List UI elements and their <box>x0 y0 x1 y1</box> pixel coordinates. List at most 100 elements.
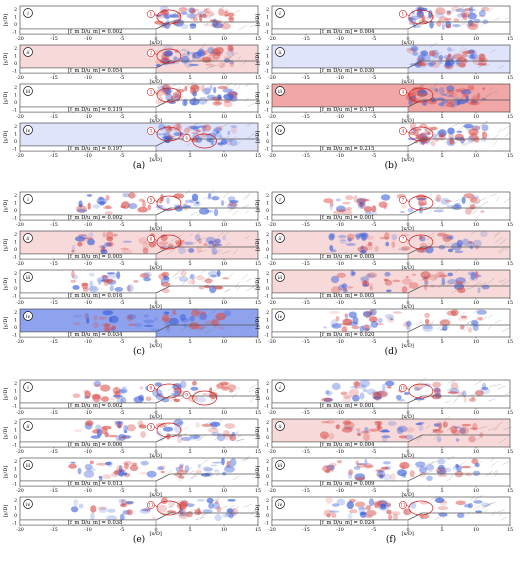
flow-structure <box>184 241 194 246</box>
flow-structure <box>176 122 181 130</box>
flow-structure <box>164 50 173 57</box>
x-tick-label: 0 <box>154 339 157 345</box>
flow-structure <box>422 98 428 106</box>
annotation-ring <box>156 383 182 399</box>
flow-structure <box>354 476 366 481</box>
flow-structure <box>167 127 173 131</box>
annotation-ring <box>408 383 434 399</box>
frequency-label: [f_m D/u_m] = 0.054 <box>68 68 123 74</box>
flow-structure <box>184 85 188 92</box>
flow-structure <box>127 313 137 320</box>
flow-streak <box>429 460 437 465</box>
flow-structure <box>121 434 132 439</box>
flow-structure <box>469 397 476 402</box>
x-axis-label: [x/D] <box>149 531 161 537</box>
x-tick-label: 10 <box>221 153 227 159</box>
flow-structure <box>388 514 393 520</box>
flow-structure <box>183 323 187 328</box>
y-tick-label: 2 <box>266 124 269 130</box>
flow-streak <box>463 325 469 332</box>
flow-structure <box>481 502 491 507</box>
flow-structure <box>469 427 479 430</box>
flow-structure <box>376 500 388 506</box>
x-tick-label: -5 <box>372 261 377 267</box>
x-tick-label: -5 <box>120 410 125 416</box>
row-roman-label: iii <box>278 463 283 469</box>
flow-structure <box>71 249 75 253</box>
flow-streak <box>464 142 471 146</box>
flow-structure <box>121 249 133 255</box>
x-tick-label: 10 <box>473 261 479 267</box>
row-badge <box>23 460 33 470</box>
flow-streak <box>250 311 255 315</box>
flow-streak <box>466 511 471 516</box>
x-axis-label: [x/D] <box>401 343 413 349</box>
flow-structure <box>446 204 453 208</box>
flow-streak <box>233 209 240 216</box>
flow-structure <box>423 54 431 62</box>
flow-structure <box>193 434 203 442</box>
flow-streak <box>245 195 250 200</box>
flow-structure <box>180 24 189 30</box>
y-tick-label: 1 <box>266 132 269 138</box>
x-tick-label: 5 <box>188 114 191 120</box>
flow-structure <box>444 199 453 203</box>
flow-streak <box>226 92 235 97</box>
annotation-ring <box>156 195 182 211</box>
flow-structure <box>227 130 231 136</box>
annotation-marker <box>146 127 155 135</box>
panel-d: i[f_m D/u_m] = 0.001[y/D]210-1-20 -15 -10-… <box>255 191 513 357</box>
x-tick-label: -10 <box>84 339 92 345</box>
flow-structure <box>78 503 84 509</box>
flow-streak <box>211 387 219 394</box>
x-axis-label: [x/D] <box>401 531 413 537</box>
flow-structure <box>209 285 217 294</box>
x-axis-label: [x/D] <box>401 79 413 85</box>
x-tick-label: 5 <box>440 488 443 494</box>
flow-structure <box>227 12 235 18</box>
flow-structure <box>184 465 190 473</box>
flow-streak <box>235 281 240 288</box>
flow-streak <box>195 517 205 521</box>
x-tick-label: 5 <box>188 488 191 494</box>
flow-structure <box>384 380 395 387</box>
flow-streak <box>504 131 511 138</box>
flow-streak <box>485 63 490 67</box>
flow-structure <box>190 85 200 93</box>
flow-structure <box>155 204 163 209</box>
y-tick-label: 0 <box>266 208 269 214</box>
flow-structure <box>382 437 388 443</box>
flow-structure <box>103 206 113 210</box>
y-tick-label: 1 <box>14 132 17 138</box>
flow-streak <box>454 199 460 202</box>
flow-structure <box>133 280 139 283</box>
flow-structure <box>471 396 475 400</box>
x-tick-label: -15 <box>50 114 58 120</box>
flow-structure <box>213 127 222 133</box>
flow-streak <box>222 82 232 89</box>
y-tick-label: 1 <box>14 467 17 473</box>
flow-structure <box>183 98 188 106</box>
flow-streak <box>444 241 448 247</box>
flow-streak <box>174 422 184 425</box>
flow-streak <box>504 391 512 396</box>
flow-streak <box>246 122 254 127</box>
flow-streak <box>213 498 219 505</box>
x-tick-label: 15 <box>255 36 261 42</box>
x-tick-label: -20 <box>268 449 276 455</box>
flow-structure <box>199 312 208 321</box>
flow-structure <box>335 198 341 202</box>
frequency-label: [f_m D/u_m] = 0.034 <box>68 332 123 338</box>
flow-structure <box>223 430 230 436</box>
x-tick-label: -5 <box>120 153 125 159</box>
flow-streak <box>163 469 173 477</box>
flow-streak <box>243 204 249 208</box>
flow-structure <box>414 387 421 391</box>
y-axis-label: [y/D] <box>255 200 261 212</box>
flow-structure <box>455 500 466 506</box>
x-tick-label: 5 <box>188 527 191 533</box>
annotation-number: 9 <box>185 394 188 399</box>
x-tick-label: -15 <box>302 339 310 345</box>
row-badge <box>23 233 33 243</box>
flow-streak <box>431 277 439 282</box>
